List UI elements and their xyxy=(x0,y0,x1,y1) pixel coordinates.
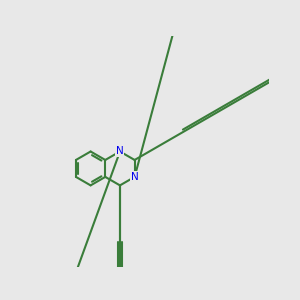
Text: N: N xyxy=(116,146,124,157)
Text: N: N xyxy=(131,172,139,182)
